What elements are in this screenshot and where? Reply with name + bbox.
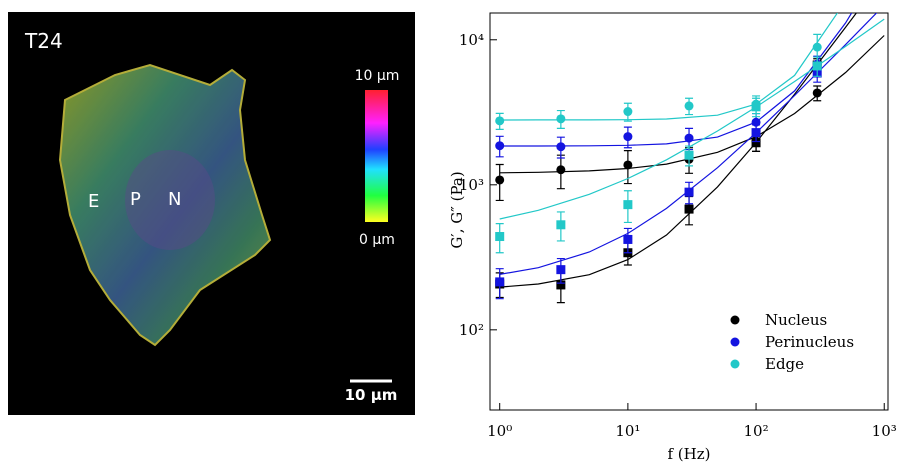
- legend-marker: [730, 337, 740, 347]
- point: [751, 138, 761, 148]
- region-label: E: [88, 191, 99, 212]
- point: [623, 160, 633, 170]
- colorbar: [365, 90, 388, 222]
- y-tick-label: 10³: [459, 176, 484, 194]
- point: [556, 114, 566, 124]
- point: [684, 150, 694, 160]
- point: [623, 132, 633, 142]
- plot-frame: [489, 12, 889, 411]
- point: [556, 142, 566, 152]
- colorbar-min: 0 µm: [359, 232, 395, 248]
- y-tick-label: 10⁴: [459, 31, 484, 49]
- legend-label: Perinucleus: [765, 333, 854, 351]
- x-tick-label: 10³: [872, 422, 897, 440]
- point: [495, 277, 505, 287]
- point: [751, 128, 761, 138]
- point: [623, 234, 633, 244]
- point: [495, 232, 505, 242]
- scale-bar-label: 10 µm: [345, 386, 398, 404]
- point: [623, 200, 633, 210]
- point: [623, 107, 633, 117]
- fit-line: [499, 13, 853, 147]
- point: [556, 220, 566, 230]
- y-tick-label: 10²: [459, 321, 484, 339]
- legend-marker: [730, 359, 740, 369]
- cell: [58, 63, 272, 347]
- micrograph: T24 E P N 10 µm 0 µm 10 µm: [8, 12, 415, 415]
- point: [684, 187, 694, 197]
- point: [495, 116, 505, 126]
- region-label: N: [168, 189, 181, 210]
- point: [684, 133, 694, 143]
- fit-line: [499, 13, 858, 288]
- point: [684, 204, 694, 214]
- point: [495, 175, 505, 185]
- point: [812, 61, 822, 71]
- point: [684, 101, 694, 111]
- legend-label: Edge: [765, 355, 804, 373]
- plot-area: [495, 13, 885, 304]
- nucleus-area: [125, 150, 215, 250]
- point: [812, 42, 822, 52]
- point: [556, 265, 566, 275]
- legend-marker: [730, 315, 740, 325]
- x-tick-label: 10¹: [615, 422, 640, 440]
- region-label: P: [130, 189, 141, 210]
- point: [751, 102, 761, 112]
- legend-label: Nucleus: [765, 311, 827, 329]
- point: [556, 165, 566, 175]
- image-label: T24: [24, 29, 63, 53]
- x-axis-label: f (Hz): [667, 445, 710, 463]
- point: [556, 280, 566, 290]
- x-tick-label: 10⁰: [487, 422, 512, 440]
- x-tick-label: 10²: [744, 422, 769, 440]
- colorbar-max: 10 µm: [355, 68, 400, 84]
- point: [812, 88, 822, 98]
- point: [495, 141, 505, 151]
- y-axis-label: G′, G″ (Pa): [448, 171, 466, 248]
